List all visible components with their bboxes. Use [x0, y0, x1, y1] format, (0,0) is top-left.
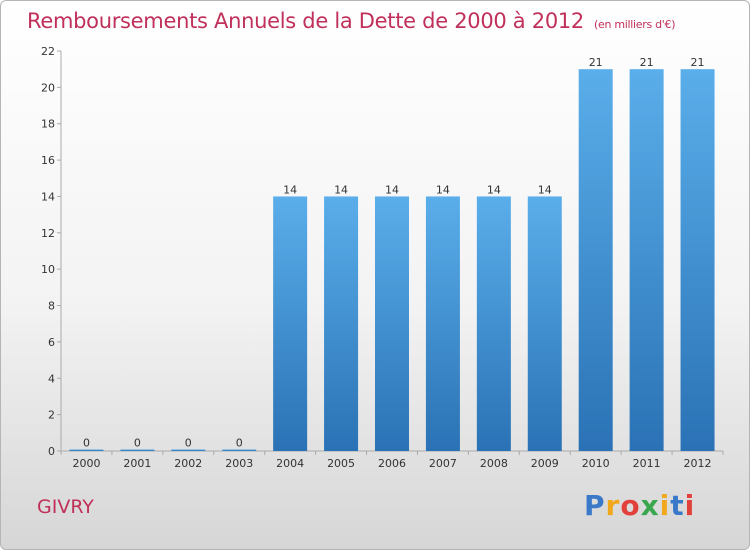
x-tick-label-2007: 2007	[429, 457, 457, 470]
value-label-2002: 0	[185, 437, 192, 450]
logo-letter: t	[670, 489, 685, 522]
bar-2009	[527, 196, 562, 451]
bar-2001	[120, 449, 155, 451]
chart-labels: 2000 0 2001 0 2002 0 2003 0 2004 14 2005 14 2006 14 20…	[72, 56, 711, 470]
logo-letter: i	[659, 489, 671, 522]
y-tick-label: 20	[41, 81, 55, 94]
bar-2000	[69, 449, 104, 451]
value-label-2012: 21	[691, 56, 705, 69]
bar-2010	[578, 69, 613, 451]
x-tick-label-2012: 2012	[684, 457, 712, 470]
value-label-2003: 0	[236, 437, 243, 450]
proxiti-logo: Proxiti	[584, 489, 695, 522]
logo-letter: x	[640, 489, 660, 522]
y-tick-label: 4	[48, 372, 55, 385]
y-tick-label: 10	[41, 263, 55, 276]
bar-2003	[222, 449, 257, 451]
x-tick-label-2005: 2005	[327, 457, 355, 470]
y-tick-label: 6	[48, 336, 55, 349]
y-tick-label: 22	[41, 45, 55, 58]
bar-2011	[629, 69, 664, 451]
bar-2008	[476, 196, 511, 451]
logo-letter: i	[684, 489, 696, 522]
y-tick-label: 8	[48, 300, 55, 313]
value-label-2001: 0	[134, 437, 141, 450]
logo-letter: P	[584, 489, 606, 522]
value-label-2008: 14	[487, 183, 501, 196]
chart-title-text: Remboursements Annuels de la Dette de 20…	[27, 9, 584, 33]
value-label-2005: 14	[334, 183, 348, 196]
logo-letter: r	[605, 489, 621, 522]
bar-2007	[425, 196, 460, 451]
y-tick-label: 2	[48, 409, 55, 422]
x-tick-label-2004: 2004	[276, 457, 304, 470]
value-label-2007: 14	[436, 183, 450, 196]
bar-2004	[273, 196, 308, 451]
y-tick-label: 16	[41, 154, 55, 167]
y-tick-label: 18	[41, 118, 55, 131]
x-tick-label-2010: 2010	[582, 457, 610, 470]
chart-bars	[69, 69, 715, 451]
value-label-2009: 14	[538, 183, 552, 196]
chart-subtitle: (en milliers d'€)	[594, 18, 676, 31]
x-tick-label-2011: 2011	[633, 457, 661, 470]
bar-2012	[680, 69, 715, 451]
value-label-2010: 21	[589, 56, 603, 69]
chart-title: Remboursements Annuels de la Dette de 20…	[27, 9, 675, 33]
x-tick-label-2000: 2000	[72, 457, 100, 470]
value-label-2011: 21	[640, 56, 654, 69]
y-tick-label: 0	[48, 445, 55, 458]
value-label-2006: 14	[385, 183, 399, 196]
x-tick-label-2003: 2003	[225, 457, 253, 470]
x-tick-label-2001: 2001	[123, 457, 151, 470]
place-name: GIVRY	[37, 496, 94, 518]
y-tick-label: 12	[41, 227, 55, 240]
x-tick-label-2009: 2009	[531, 457, 559, 470]
bar-2006	[375, 196, 409, 451]
bar-2005	[324, 196, 359, 451]
y-tick-label: 14	[41, 190, 55, 203]
value-label-2004: 14	[283, 183, 297, 196]
x-tick-label-2008: 2008	[480, 457, 508, 470]
logo-letter: o	[620, 489, 641, 522]
bar-2002	[171, 449, 206, 451]
value-label-2000: 0	[83, 437, 90, 450]
x-tick-label-2006: 2006	[378, 457, 406, 470]
x-tick-label-2002: 2002	[174, 457, 202, 470]
